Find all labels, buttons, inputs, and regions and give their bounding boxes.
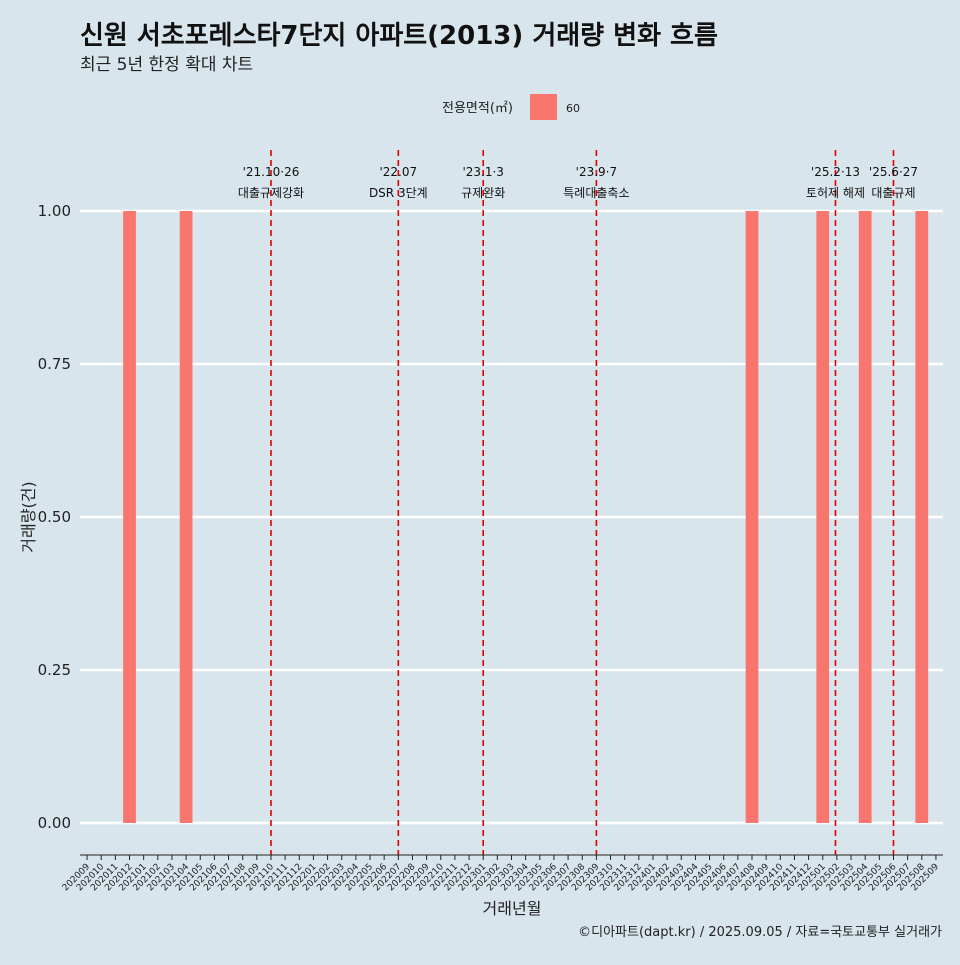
y-axis-label: 거래량(건) [19,481,38,552]
x-axis: 2020092020102020112020122021012021022021… [61,854,943,893]
bar [915,211,929,823]
x-axis-label: 거래년월 [483,899,542,918]
event-date: '21.10·26 [243,165,300,179]
event-date: '22.07 [379,165,417,179]
event-label: 규제완화 [461,186,505,200]
event-label: 대출규제강화 [238,186,304,200]
event-label: 대출규제 [871,186,915,200]
legend-swatch [530,94,557,120]
bar [745,211,759,823]
event-date: '23.1·3 [462,165,503,179]
y-tick-label: 0.75 [38,355,71,373]
y-axis: 0.00 0.25 0.50 0.75 1.00 [38,202,71,832]
y-tick-label: 0.50 [38,508,71,526]
event-label: 특례대출축소 [563,186,629,200]
y-tick-label: 0.25 [38,661,71,679]
bars [123,211,929,823]
event-date: '25.2·13 [811,165,860,179]
bar [123,211,136,823]
legend-label: 60 [566,102,580,115]
event-label: DSR 3단계 [369,186,428,200]
legend-title: 전용면적(㎡) [442,101,513,116]
legend: 전용면적(㎡) 60 [442,94,580,120]
y-tick-label: 1.00 [38,202,71,220]
chart-title: 신원 서초포레스타7단지 아파트(2013) 거래량 변화 흐름 [80,21,718,51]
event-markers: '21.10·26 대출규제강화 '22.07 DSR 3단계 '23.1·3 규제완화 '… [238,150,918,855]
bar [858,211,872,823]
bar [179,211,193,823]
caption: ©디아파트(dapt.kr) / 2025.09.05 / 자료=국토교통부 실… [578,925,942,940]
bar [816,211,830,823]
event-label: 토허제 해제 [806,186,865,200]
chart-subtitle: 최근 5년 한정 확대 차트 [80,55,253,75]
y-tick-label: 0.00 [38,814,71,832]
event-date: '25.6·27 [869,165,918,179]
gridlines [80,209,943,825]
event-date: '23.9·7 [576,165,617,179]
